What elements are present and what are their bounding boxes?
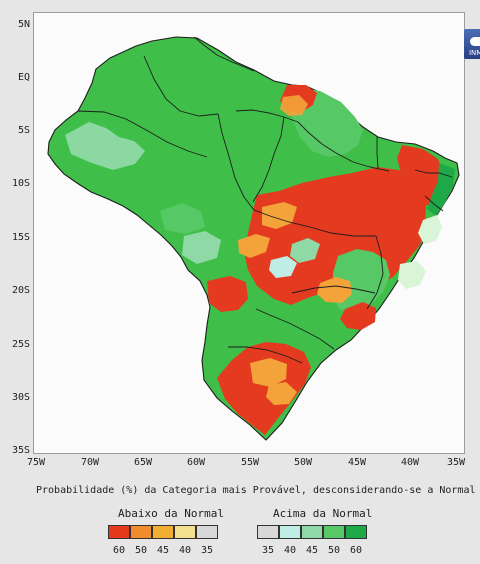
x-label-55w: 55W [240,457,260,468]
coast-light-patch-1 [418,215,442,244]
legend-below-box-40 [174,525,196,539]
y-label-10s: 10S [11,178,30,189]
state-line-7 [297,121,390,172]
state-line-11 [255,308,335,350]
legend-above-value-60: 60 [349,545,363,556]
x-label-75w: 75W [26,457,46,468]
x-label-40w: 40W [400,457,420,468]
state-line-13 [424,195,444,212]
state-line-5 [235,109,299,123]
y-label-5s: 5S [17,125,30,136]
west-green-light [182,231,221,264]
y-label-25s: 25S [11,339,30,350]
legend-below-title: Abaixo da Normal [118,507,224,520]
x-label-35w: 35W [446,457,466,468]
east-green-coast [427,163,455,216]
y-label-35s: 35S [11,445,30,456]
top-orange-cluster [280,95,308,116]
legend-below-box-60 [108,525,130,539]
map-frame: INMET [33,12,480,454]
legend-below-value-40: 40 [178,545,192,556]
state-line-12 [228,346,303,364]
coast-light-patch-2 [398,261,426,289]
north-light-green-zone [65,122,145,170]
state-line-4 [217,113,255,211]
y-label-15s: 15S [11,232,30,243]
x-label-50w: 50W [293,457,313,468]
legend-above-value-50: 50 [327,545,341,556]
central-orange-edge [262,202,297,229]
state-line-1 [193,36,255,72]
state-boundaries [77,36,453,364]
state-line-9 [366,235,384,310]
central-orange-edge-2 [238,234,270,258]
y-label-5n: 5N [17,19,30,30]
state-line-15 [376,137,379,169]
legend-above-box-40 [279,525,301,539]
state-line-14 [414,169,453,178]
state-line-10 [291,285,376,294]
mid-light-green-patch-2 [269,256,297,278]
logo-text: INMET [468,49,480,57]
legend-above-title: Acima da Normal [273,507,373,520]
y-label-20s: 20S [11,285,30,296]
brazil-forecast-map [47,36,460,441]
cloud-icon [470,37,480,46]
mid-light-green-patch [290,238,320,263]
x-label-45w: 45W [347,457,367,468]
south-red-main [217,342,311,435]
south-orange-patch [250,358,287,387]
legend-above-box-45 [301,525,323,539]
x-label-60w: 60W [186,457,206,468]
x-label-70w: 70W [80,457,100,468]
y-label-eq: EQ [17,72,30,83]
west-red-block [207,276,248,312]
map-caption: Probabilidade (%) da Categoria mais Prov… [36,485,476,496]
legend-above-box-35 [257,525,279,539]
legend-above-value-35: 35 [261,545,275,556]
legend-below-box-50 [130,525,152,539]
x-label-65w: 65W [133,457,153,468]
legend-below-value-45: 45 [156,545,170,556]
legend-above-box-50 [323,525,345,539]
south-orange-patch-2 [266,382,297,405]
inmet-logo: INMET [464,29,480,59]
legend-above-value-40: 40 [283,545,297,556]
southeast-orange [317,277,352,303]
state-line-8 [253,209,376,237]
state-line-2 [143,55,219,117]
legend-above-value-45: 45 [305,545,319,556]
legend-below-box-45 [152,525,174,539]
y-label-30s: 30S [11,392,30,403]
legend-above-box-60 [345,525,367,539]
west-bright-green [160,203,205,234]
legend-below-value-35: 35 [200,545,214,556]
legend-below-value-60: 60 [112,545,126,556]
state-line-3 [77,110,208,158]
legend-below-box-35 [196,525,218,539]
legend-below-value-50: 50 [134,545,148,556]
state-line-6 [252,116,285,203]
east-red-corridor [397,145,445,206]
